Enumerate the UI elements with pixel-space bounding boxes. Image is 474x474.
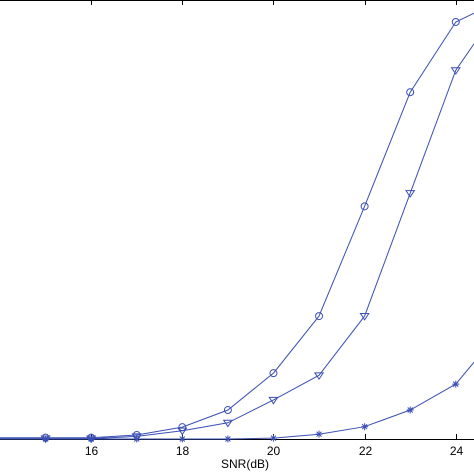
series-line xyxy=(0,361,474,440)
data-point-star xyxy=(269,434,277,442)
x-tick-label: 22 xyxy=(359,444,373,458)
data-point-star xyxy=(178,435,186,443)
data-point-star xyxy=(42,435,50,443)
data-point-star xyxy=(133,435,141,443)
data-point-circle xyxy=(406,88,415,97)
data-point-circle xyxy=(360,202,369,211)
data-point-star xyxy=(87,435,95,443)
data-point-triangle xyxy=(450,67,461,75)
data-point-star xyxy=(224,435,232,443)
x-tick-label: 18 xyxy=(176,444,190,458)
x-tick-label: 16 xyxy=(85,444,99,458)
x-tick-label: 24 xyxy=(450,444,464,458)
data-point-star xyxy=(452,380,460,388)
series-line xyxy=(0,12,474,439)
axes xyxy=(0,0,474,440)
series-line xyxy=(0,43,474,440)
data-point-triangle xyxy=(313,372,325,381)
data-point-triangle xyxy=(268,396,279,405)
data-point-triangle xyxy=(405,190,416,198)
series-star xyxy=(0,361,474,443)
data-point-triangle xyxy=(177,427,188,436)
x-axis-label: SNR(dB) xyxy=(221,457,269,471)
data-point-triangle xyxy=(222,419,234,428)
x-tick-label: 20 xyxy=(267,444,281,458)
x-ticks: 16 18 20 22 24 xyxy=(85,0,464,458)
series-layer xyxy=(0,12,474,444)
data-point-circle xyxy=(315,312,324,321)
data-point-star xyxy=(406,406,414,414)
data-point-circle xyxy=(269,369,278,378)
data-point-triangle xyxy=(359,313,370,321)
data-point-circle xyxy=(223,406,232,415)
series-triangle-down xyxy=(0,43,474,444)
data-point-star xyxy=(315,430,323,438)
series-circle xyxy=(0,12,474,442)
data-point-star xyxy=(361,423,369,431)
data-point-circle xyxy=(451,17,460,26)
